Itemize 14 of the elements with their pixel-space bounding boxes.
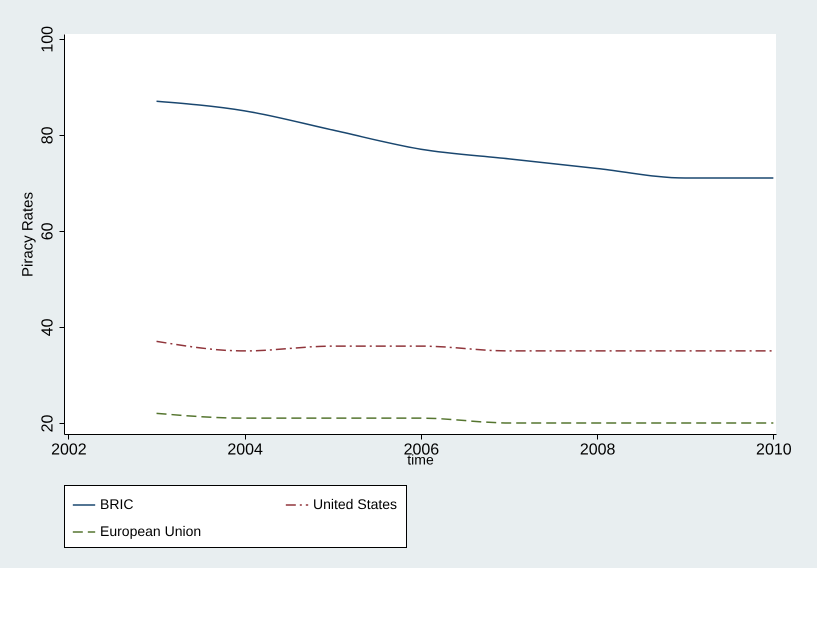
- line-series: [156, 100, 774, 179]
- y-tick-label: 60: [40, 222, 56, 240]
- y-tick-label: 100: [40, 26, 56, 53]
- legend-label: European Union: [100, 523, 202, 539]
- y-tick-label: 80: [40, 126, 56, 144]
- legend-label: BRIC: [100, 496, 134, 512]
- x-tick-label: 2002: [51, 442, 87, 458]
- y-axis-title: Piracy Rates: [20, 192, 36, 278]
- x-tick-label: 2004: [227, 442, 264, 458]
- x-tick-label: 2010: [756, 442, 792, 458]
- y-tick-label: 40: [40, 318, 56, 336]
- y-tick-label: 20: [40, 414, 56, 432]
- legend-label: United States: [313, 496, 398, 512]
- x-tick-label: 2008: [580, 442, 616, 458]
